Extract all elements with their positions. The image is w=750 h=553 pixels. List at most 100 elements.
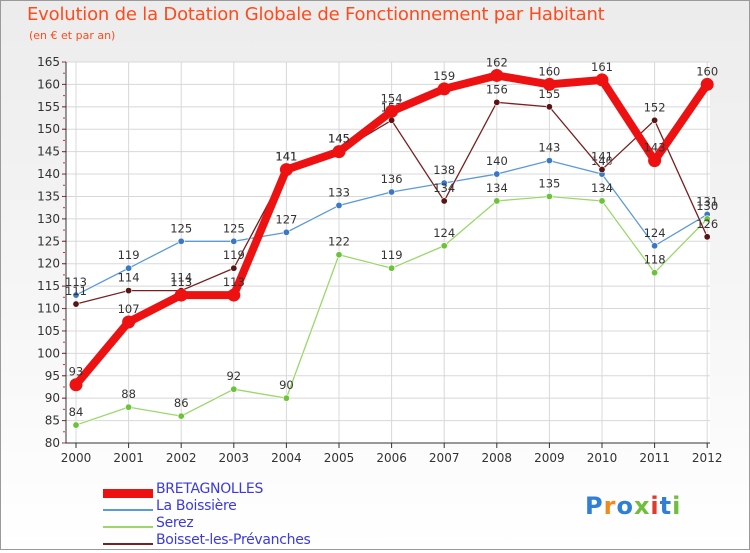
chart-subtitle: (en € et par an) — [29, 29, 116, 42]
data-point — [542, 77, 556, 91]
data-point — [227, 288, 241, 302]
data-point — [545, 192, 553, 200]
legend-swatch — [103, 489, 153, 498]
data-point — [437, 82, 451, 96]
x-tick-label: 2005 — [324, 451, 355, 465]
data-label: 145 — [328, 132, 350, 146]
data-point — [388, 188, 396, 196]
data-point — [493, 98, 501, 106]
y-tick-label: 85 — [45, 414, 60, 428]
data-point — [440, 242, 448, 250]
legend-label: Serez — [156, 515, 194, 531]
data-label: 124 — [433, 226, 455, 240]
data-point — [493, 170, 501, 178]
legend-label: BRETAGNOLLES — [156, 481, 264, 497]
data-label: 134 — [591, 181, 613, 195]
data-label: 124 — [644, 226, 666, 240]
x-tick-label: 2008 — [482, 451, 513, 465]
data-point — [598, 197, 606, 205]
y-tick-label: 160 — [37, 77, 60, 91]
data-point — [230, 237, 238, 245]
data-point — [440, 179, 448, 187]
y-tick-label: 100 — [37, 346, 60, 360]
y-tick-label: 115 — [37, 279, 60, 293]
data-point — [648, 154, 662, 168]
y-tick-label: 140 — [37, 167, 60, 181]
chart-title: Evolution de la Dotation Globale de Fonc… — [27, 4, 605, 25]
legend-label: La Boissière — [156, 498, 237, 514]
data-point — [388, 264, 396, 272]
x-tick-label: 2009 — [534, 451, 565, 465]
data-point — [282, 394, 290, 402]
data-point — [335, 251, 343, 259]
data-point — [440, 197, 448, 205]
x-tick-label: 2006 — [376, 451, 407, 465]
y-tick-label: 125 — [37, 234, 60, 248]
data-label: 141 — [275, 150, 297, 164]
data-point — [703, 215, 711, 223]
data-label: 93 — [69, 365, 84, 379]
data-label: 143 — [644, 141, 666, 155]
data-label: 119 — [223, 248, 245, 262]
x-tick-label: 2000 — [61, 451, 92, 465]
data-point — [125, 287, 133, 295]
data-label: 127 — [275, 212, 297, 226]
data-label: 159 — [433, 69, 455, 83]
data-label: 125 — [170, 221, 192, 235]
data-label: 118 — [644, 253, 666, 267]
data-point — [493, 197, 501, 205]
data-point — [177, 237, 185, 245]
x-tick-label: 2012 — [692, 451, 723, 465]
series-bretagnolles: 93 107 113 113 141 145 154 159 162 160 161 143 160 — [69, 55, 718, 392]
data-label: 141 — [275, 150, 297, 164]
data-label: 140 — [486, 154, 508, 168]
data-point — [279, 163, 293, 177]
data-label: 114 — [118, 271, 140, 285]
data-point — [72, 421, 80, 429]
data-point — [122, 315, 136, 329]
y-tick-label: 90 — [45, 391, 60, 405]
data-label: 135 — [538, 176, 560, 190]
data-label: 113 — [223, 275, 245, 289]
data-label: 114 — [170, 271, 192, 285]
x-tick-label: 2011 — [639, 451, 670, 465]
legend-label: Boisset-les-Prévanches — [156, 532, 311, 548]
data-point — [490, 68, 504, 82]
data-label: 141 — [591, 150, 613, 164]
data-label: 138 — [433, 163, 455, 177]
data-label: 119 — [381, 248, 403, 262]
data-label: 107 — [118, 302, 140, 316]
data-label: 90 — [279, 378, 294, 392]
data-point — [332, 145, 346, 159]
data-label: 134 — [486, 181, 508, 195]
x-tick-label: 2010 — [587, 451, 618, 465]
data-point — [651, 116, 659, 124]
data-label: 154 — [381, 91, 403, 105]
data-point — [177, 412, 185, 420]
y-tick-label: 110 — [37, 302, 60, 316]
legend-swatch — [103, 509, 153, 511]
legend-swatch — [103, 543, 153, 545]
x-tick-label: 2007 — [429, 451, 460, 465]
data-point — [282, 228, 290, 236]
data-point — [385, 104, 399, 118]
data-label: 152 — [644, 100, 666, 114]
data-label: 84 — [69, 405, 84, 419]
data-label: 155 — [538, 87, 560, 101]
data-point — [703, 233, 711, 241]
data-label: 160 — [696, 64, 718, 78]
data-label: 145 — [328, 132, 350, 146]
data-label: 119 — [118, 248, 140, 262]
data-point — [545, 157, 553, 165]
data-label: 122 — [328, 235, 350, 249]
data-label: 88 — [121, 387, 136, 401]
data-point — [230, 385, 238, 393]
data-point — [598, 166, 606, 174]
data-point — [700, 77, 714, 91]
data-label: 111 — [65, 284, 87, 298]
data-point — [651, 269, 659, 277]
y-tick-label: 145 — [37, 145, 60, 159]
data-label: 113 — [170, 275, 192, 289]
